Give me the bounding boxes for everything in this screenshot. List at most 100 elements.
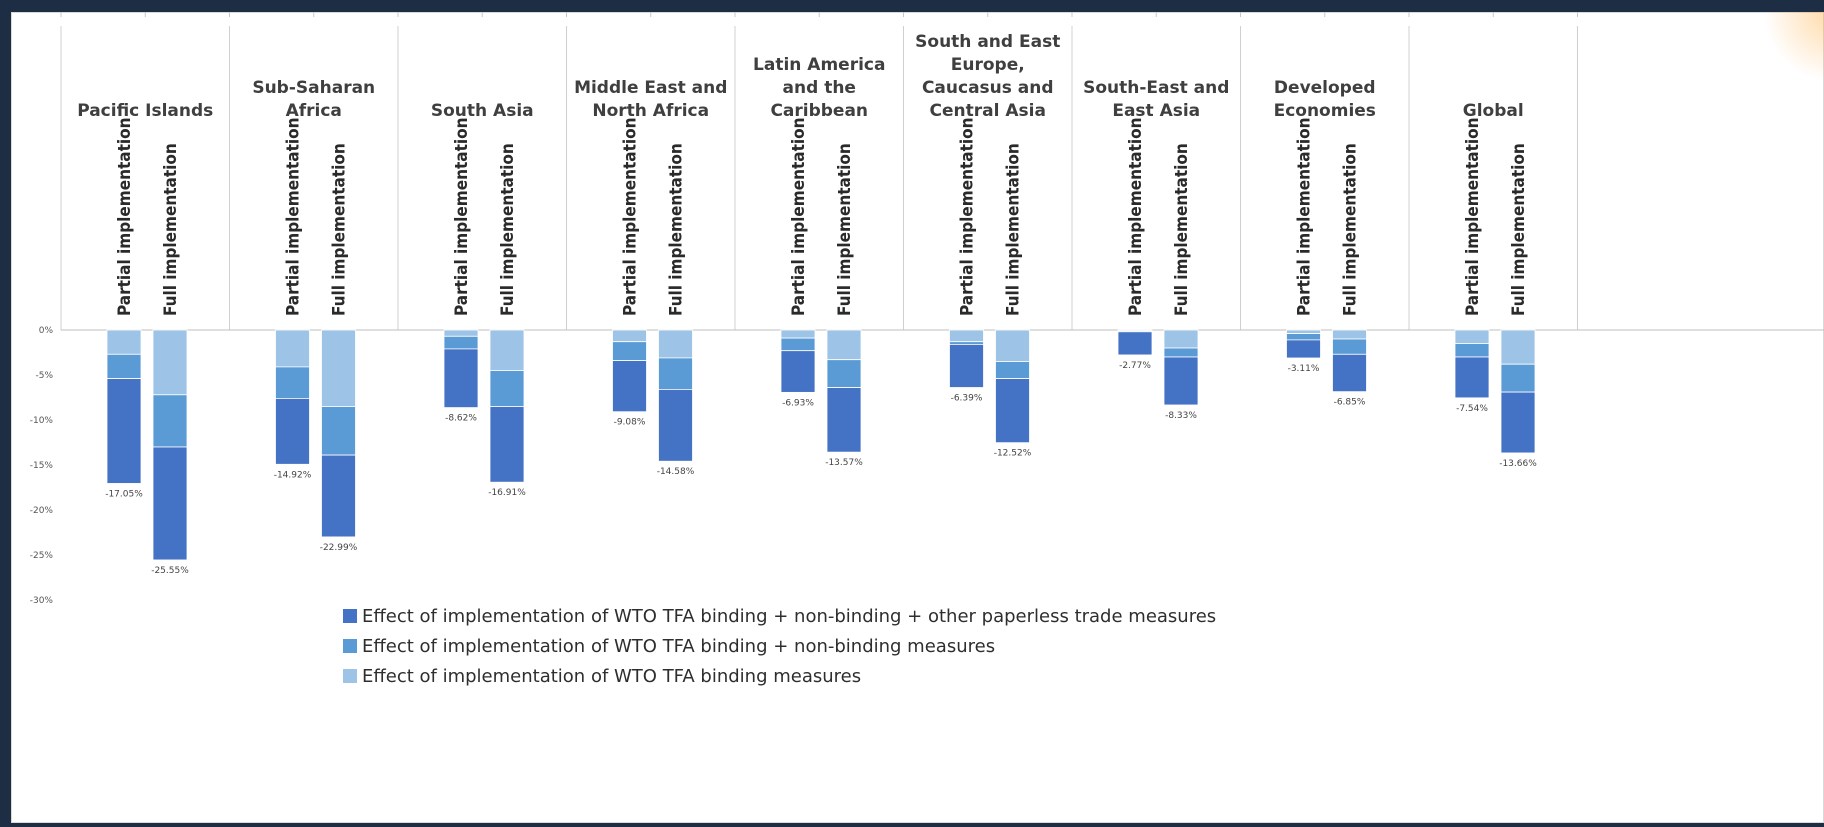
region-title-line: South Asia: [431, 101, 534, 121]
bar-total-label: -6.93%: [782, 398, 814, 408]
segment-paperless: [658, 388, 693, 462]
bar-implementation-label: Partial implementation: [621, 117, 641, 316]
region-title: Middle East and North Africa: [574, 78, 727, 121]
bar-total-label: -9.08%: [614, 418, 646, 428]
segment-binding-nonbinding: [1500, 363, 1536, 393]
y-tick-label: 0%: [39, 326, 54, 336]
segment-binding: [1163, 329, 1199, 349]
bar-implementation-label: Full implementation: [498, 143, 518, 316]
region-title-line: Central Asia: [930, 101, 1046, 121]
segment-paperless: [275, 397, 310, 465]
segment-binding: [321, 329, 356, 407]
region-title-line: Developed: [1274, 78, 1376, 98]
bar-implementation-label: Partial implementation: [1295, 117, 1315, 316]
y-tick-label: -10%: [30, 416, 54, 426]
region-title-line: Caribbean: [770, 101, 868, 121]
region-title-line: and the: [783, 78, 856, 98]
segment-binding-nonbinding: [321, 406, 356, 456]
bar-total-label: -7.54%: [1456, 404, 1488, 414]
segment-binding: [443, 329, 479, 337]
segment-binding-nonbinding: [152, 394, 188, 448]
region-title-line: Middle East and: [574, 78, 727, 98]
region-title-line: Africa: [286, 101, 342, 121]
segment-binding: [1286, 329, 1321, 334]
segment-paperless: [489, 406, 525, 483]
segment-binding: [949, 329, 984, 343]
segment-binding: [612, 329, 647, 343]
segment-paperless: [1454, 356, 1490, 399]
bar-implementation-label: Full implementation: [1004, 143, 1024, 316]
region-title-line: East Asia: [1112, 101, 1200, 121]
bar-total-label: -16.91%: [488, 488, 526, 498]
y-tick-label: -30%: [30, 596, 54, 606]
segment-binding-nonbinding: [275, 366, 310, 399]
bar-total-label: -14.58%: [657, 467, 695, 477]
segment-paperless: [1332, 353, 1367, 393]
segment-paperless: [826, 387, 862, 453]
segment-binding-nonbinding: [826, 359, 862, 389]
segment-paperless: [949, 343, 984, 388]
segment-binding: [826, 329, 862, 361]
bar-implementation-label: Partial implementation: [452, 117, 472, 316]
bar-total-label: -2.77%: [1119, 361, 1151, 371]
segment-binding-nonbinding: [443, 335, 479, 350]
segment-binding: [275, 329, 310, 368]
segment-binding-nonbinding: [106, 353, 142, 379]
y-tick-label: -15%: [30, 461, 54, 471]
segment-binding: [780, 329, 816, 339]
segment-binding-nonbinding: [949, 341, 984, 345]
segment-paperless: [1286, 339, 1321, 359]
region-title-line: Latin America: [753, 55, 885, 75]
region-title: Latin America and the Caribbean: [753, 55, 885, 121]
bar-implementation-label: Full implementation: [161, 143, 181, 316]
segment-paperless: [995, 378, 1030, 444]
legend-label: Effect of implementation of WTO TFA bind…: [362, 606, 1216, 627]
region-title: Pacific Islands: [77, 101, 213, 121]
chart-frame: 0% -5% -10% -15% -20% -25% -30% Pacific Islands…: [11, 12, 1824, 823]
region-title: Global: [1463, 101, 1524, 121]
segment-binding: [106, 329, 142, 355]
bar-total-label: -13.66%: [1499, 459, 1537, 469]
bar-total-label: -6.39%: [951, 394, 983, 404]
legend-swatch: [343, 639, 357, 653]
segment-binding-nonbinding: [780, 337, 816, 352]
segment-paperless: [612, 360, 647, 413]
y-tick-label: -20%: [30, 506, 54, 516]
bar-total-label: -8.33%: [1165, 411, 1197, 421]
legend-swatch: [343, 669, 357, 683]
region-title-line: North Africa: [592, 101, 709, 121]
region-title-line: Pacific Islands: [77, 101, 213, 121]
bar-total-label: -13.57%: [825, 458, 863, 468]
region-title-line: Caucasus and: [922, 78, 1054, 98]
bar-total-label: -14.92%: [274, 470, 312, 480]
segment-binding-nonbinding: [612, 341, 647, 362]
segment-paperless: [106, 378, 142, 484]
region-title-line: Economies: [1274, 101, 1376, 121]
bar-implementation-label: Partial implementation: [958, 117, 978, 316]
segment-paperless: [780, 350, 816, 393]
region-title-line: Global: [1463, 101, 1524, 121]
bar-total-label: -8.62%: [445, 414, 477, 424]
segment-paperless: [443, 348, 479, 408]
bar-implementation-label: Partial implementation: [789, 117, 809, 316]
region-title-line: Sub-Saharan: [252, 78, 375, 98]
stacked-bar-chart: 0% -5% -10% -15% -20% -25% -30% Pacific Islands…: [11, 12, 1824, 823]
segment-binding: [1500, 329, 1536, 365]
segment-binding: [1454, 329, 1490, 344]
region-title: Developed Economies: [1274, 78, 1376, 121]
segment-paperless: [1163, 356, 1199, 406]
bar-implementation-label: Partial implementation: [115, 117, 135, 316]
bar-total-label: -17.05%: [105, 489, 143, 499]
region-title-line: South-East and: [1083, 78, 1229, 98]
region-title: South and East Europe, Caucasus and Central…: [915, 32, 1060, 121]
region-title: South-East and East Asia: [1083, 78, 1229, 121]
bar-total-label: -25.55%: [151, 566, 189, 576]
segment-binding: [489, 329, 525, 371]
y-tick-label: -5%: [35, 371, 53, 381]
segment-binding-nonbinding: [489, 370, 525, 407]
bar-total-label: -6.85%: [1334, 398, 1366, 408]
segment-paperless: [152, 446, 188, 561]
bar-total-label: -12.52%: [994, 449, 1032, 459]
legend-swatch: [343, 609, 357, 623]
bar-implementation-label: Full implementation: [1172, 143, 1192, 316]
